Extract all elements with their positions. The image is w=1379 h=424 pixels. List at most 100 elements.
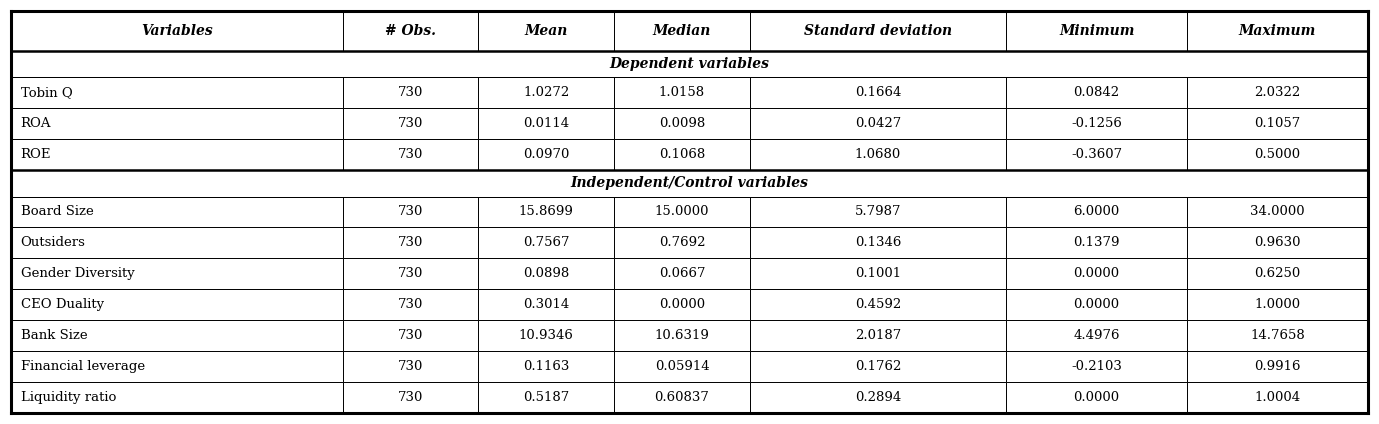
Bar (1007, 321, 1187, 351)
Text: 730: 730 (399, 360, 423, 374)
Text: 0.4592: 0.4592 (855, 298, 900, 312)
Text: Liquidity ratio: Liquidity ratio (21, 391, 116, 404)
Text: 730: 730 (399, 391, 423, 404)
Text: 14.7658: 14.7658 (1251, 329, 1305, 343)
Bar (11, 139, 343, 170)
Bar (1007, 228, 1187, 259)
Text: 1.0158: 1.0158 (659, 86, 705, 99)
Text: Variables: Variables (141, 24, 212, 38)
Text: 0.9630: 0.9630 (1255, 237, 1300, 249)
Bar (11, 321, 343, 351)
Bar (1007, 382, 1187, 413)
Bar (11, 170, 1368, 196)
Bar (479, 108, 614, 139)
Text: 730: 730 (399, 237, 423, 249)
Bar (343, 290, 479, 321)
Text: 730: 730 (399, 117, 423, 130)
Text: Standard deviation: Standard deviation (804, 24, 952, 38)
Text: 0.0898: 0.0898 (523, 268, 570, 280)
Bar (11, 77, 343, 108)
Text: 0.0667: 0.0667 (659, 268, 705, 280)
Text: 1.0004: 1.0004 (1255, 391, 1300, 404)
Bar (1007, 108, 1187, 139)
Text: -0.2103: -0.2103 (1071, 360, 1123, 374)
Bar (11, 382, 343, 413)
Text: 0.7567: 0.7567 (523, 237, 570, 249)
Bar (1187, 108, 1368, 139)
Bar (750, 382, 1007, 413)
Bar (343, 139, 479, 170)
Text: 0.5187: 0.5187 (523, 391, 570, 404)
Bar (1187, 290, 1368, 321)
Bar (11, 196, 343, 228)
Text: 2.0322: 2.0322 (1255, 86, 1300, 99)
Bar (479, 259, 614, 290)
Bar (11, 51, 1368, 77)
Bar (1187, 139, 1368, 170)
Bar (614, 108, 750, 139)
Bar (11, 290, 343, 321)
Bar (11, 259, 343, 290)
Bar (343, 108, 479, 139)
Bar (1187, 77, 1368, 108)
Text: 0.0427: 0.0427 (855, 117, 900, 130)
Text: 0.0970: 0.0970 (523, 148, 570, 161)
Bar (614, 259, 750, 290)
Text: Financial leverage: Financial leverage (21, 360, 145, 374)
Text: 730: 730 (399, 86, 423, 99)
Text: CEO Duality: CEO Duality (21, 298, 103, 312)
Text: Tobin Q: Tobin Q (21, 86, 73, 99)
Bar (479, 382, 614, 413)
Text: 0.0098: 0.0098 (659, 117, 705, 130)
Text: Board Size: Board Size (21, 206, 94, 218)
Text: 0.0000: 0.0000 (1073, 391, 1120, 404)
Bar (614, 77, 750, 108)
Bar (614, 351, 750, 382)
Text: 1.0000: 1.0000 (1255, 298, 1300, 312)
Text: 0.1163: 0.1163 (523, 360, 570, 374)
Bar (343, 11, 479, 51)
Bar (479, 351, 614, 382)
Text: 0.1346: 0.1346 (855, 237, 900, 249)
Text: ROA: ROA (21, 117, 51, 130)
Bar (479, 290, 614, 321)
Text: 0.0842: 0.0842 (1073, 86, 1120, 99)
Text: Outsiders: Outsiders (21, 237, 85, 249)
Text: # Obs.: # Obs. (385, 24, 436, 38)
Bar (614, 290, 750, 321)
Text: 34.0000: 34.0000 (1251, 206, 1305, 218)
Text: 0.05914: 0.05914 (655, 360, 709, 374)
Text: 0.1762: 0.1762 (855, 360, 900, 374)
Text: 15.0000: 15.0000 (655, 206, 709, 218)
Bar (343, 228, 479, 259)
Bar (1187, 259, 1368, 290)
Bar (11, 228, 343, 259)
Text: 10.6319: 10.6319 (655, 329, 709, 343)
Bar (750, 108, 1007, 139)
Bar (614, 196, 750, 228)
Text: Gender Diversity: Gender Diversity (21, 268, 134, 280)
Bar (11, 108, 343, 139)
Text: 0.1379: 0.1379 (1073, 237, 1120, 249)
Text: 730: 730 (399, 206, 423, 218)
Bar (1007, 196, 1187, 228)
Bar (750, 351, 1007, 382)
Text: 0.7692: 0.7692 (659, 237, 705, 249)
Text: 0.0000: 0.0000 (1073, 298, 1120, 312)
Bar (343, 321, 479, 351)
Bar (750, 259, 1007, 290)
Bar (750, 228, 1007, 259)
Text: 15.8699: 15.8699 (519, 206, 574, 218)
Bar (343, 77, 479, 108)
Bar (750, 290, 1007, 321)
Bar (11, 351, 343, 382)
Bar (750, 321, 1007, 351)
Text: Bank Size: Bank Size (21, 329, 87, 343)
Text: Independent/Control variables: Independent/Control variables (571, 176, 808, 190)
Text: -0.1256: -0.1256 (1071, 117, 1123, 130)
Bar (614, 382, 750, 413)
Text: 0.9916: 0.9916 (1255, 360, 1300, 374)
Text: ROE: ROE (21, 148, 51, 161)
Bar (1187, 196, 1368, 228)
Bar (750, 77, 1007, 108)
